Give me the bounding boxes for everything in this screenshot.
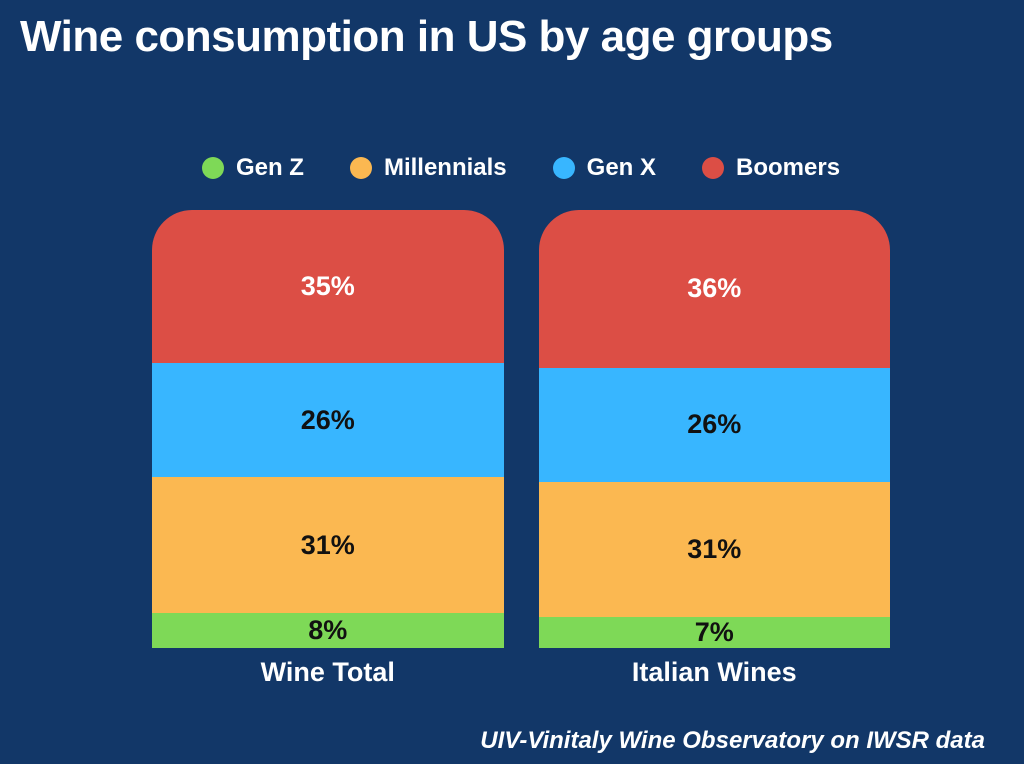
segment-value-millennials-wine-total: 31% — [300, 529, 355, 560]
segment-value-gen-z-italian-wines: 7% — [694, 617, 734, 648]
segment-gen-z-italian-wines: 7% — [538, 617, 890, 648]
legend-label-gen-z: Gen Z — [235, 154, 304, 181]
segment-value-boomers-wine-total: 35% — [300, 271, 355, 302]
segment-gen-x-italian-wines: 26% — [538, 367, 890, 482]
legend-label-millennials: Millennials — [383, 154, 507, 181]
legend-dot-gen-x — [552, 157, 575, 179]
legend-item-gen-x: Gen X — [552, 154, 657, 182]
legend-dot-boomers — [702, 157, 725, 179]
category-label-wine-total: Wine Total — [260, 657, 395, 687]
segment-value-boomers-italian-wines: 36% — [687, 273, 742, 304]
stacked-bar-wine-total: 35% 26% 31% 8% — [152, 210, 504, 648]
segment-millennials-italian-wines: 31% — [538, 481, 890, 618]
segment-boomers-wine-total: 35% — [152, 210, 504, 364]
chart-title: Wine consumption in US by age groups — [20, 12, 833, 61]
segment-value-millennials-italian-wines: 31% — [687, 533, 742, 564]
segment-value-gen-x-wine-total: 26% — [300, 404, 355, 435]
legend-label-boomers: Boomers — [736, 154, 841, 181]
legend-item-millennials: Millennials — [349, 154, 507, 182]
legend-item-gen-z: Gen Z — [201, 154, 304, 182]
source-attribution: UIV-Vinitaly Wine Observatory on IWSR da… — [480, 727, 985, 754]
bar-column-italian-wines: 36% 26% 31% 7% Italian Wines — [538, 210, 890, 688]
segment-gen-x-wine-total: 26% — [152, 363, 504, 478]
legend-item-boomers: Boomers — [702, 154, 840, 182]
category-label-italian-wines: Italian Wines — [631, 657, 797, 687]
stacked-bar-italian-wines: 36% 26% 31% 7% — [538, 210, 890, 648]
legend-label-gen-x: Gen X — [586, 154, 657, 181]
segment-gen-z-wine-total: 8% — [152, 612, 504, 648]
stacked-bars-area: 35% 26% 31% 8% Wine Total 36% 26% 31% 7% Italian … — [152, 210, 890, 688]
segment-millennials-wine-total: 31% — [152, 477, 504, 613]
segment-value-gen-x-italian-wines: 26% — [687, 409, 742, 440]
legend-dot-millennials — [349, 157, 372, 179]
legend-dot-gen-z — [201, 157, 224, 179]
segment-value-gen-z-wine-total: 8% — [308, 614, 348, 645]
legend: Gen Z Millennials Gen X Boomers — [152, 146, 890, 190]
bar-column-wine-total: 35% 26% 31% 8% Wine Total — [152, 210, 504, 688]
segment-boomers-italian-wines: 36% — [538, 210, 890, 368]
